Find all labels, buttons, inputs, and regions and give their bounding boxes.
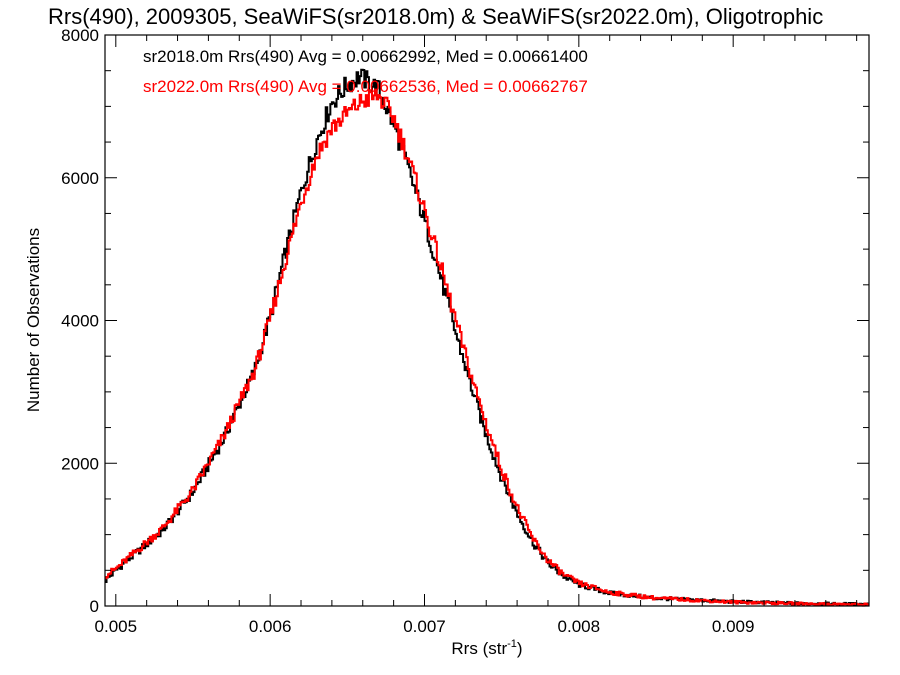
x-axis-label-suffix: )	[517, 639, 523, 658]
y-axis-label: Number of Observations	[24, 228, 43, 412]
series-line-sr2018	[105, 68, 869, 607]
y-tick-label: 0	[90, 597, 99, 616]
x-axis-label-superscript: -1	[507, 638, 517, 650]
x-axis-label-main: Rrs (str	[451, 639, 507, 658]
plot-frame	[104, 34, 870, 607]
y-tick-label: 6000	[61, 169, 99, 188]
x-tick-label: 0.006	[249, 617, 292, 636]
plot-lines	[105, 68, 869, 607]
legend-entry-sr2018: sr2018.0m Rrs(490) Avg = 0.00662992, Med…	[143, 47, 588, 66]
legend: sr2018.0m Rrs(490) Avg = 0.00662992, Med…	[143, 47, 588, 96]
x-tick-label: 0.005	[95, 617, 138, 636]
y-tick-label: 4000	[61, 312, 99, 331]
y-tick-labels: 0 2000 4000 6000 8000	[61, 26, 99, 616]
y-tick-label: 2000	[61, 454, 99, 473]
axis-ticks	[105, 34, 869, 607]
legend-entry-sr2022: sr2022.0m Rrs(490) Avg = 0.00662536, Med…	[143, 77, 588, 96]
x-axis-label: Rrs (str-1)	[451, 638, 522, 658]
x-tick-label: 0.009	[712, 617, 755, 636]
y-tick-label: 8000	[61, 26, 99, 45]
x-tick-label: 0.008	[558, 617, 601, 636]
x-tick-label: 0.007	[403, 617, 446, 636]
x-tick-labels: 0.005 0.006 0.007 0.008 0.009	[95, 617, 755, 636]
chart-title: Rrs(490), 2009305, SeaWiFS(sr2018.0m) & …	[48, 4, 823, 29]
series-line-sr2022	[105, 88, 869, 607]
